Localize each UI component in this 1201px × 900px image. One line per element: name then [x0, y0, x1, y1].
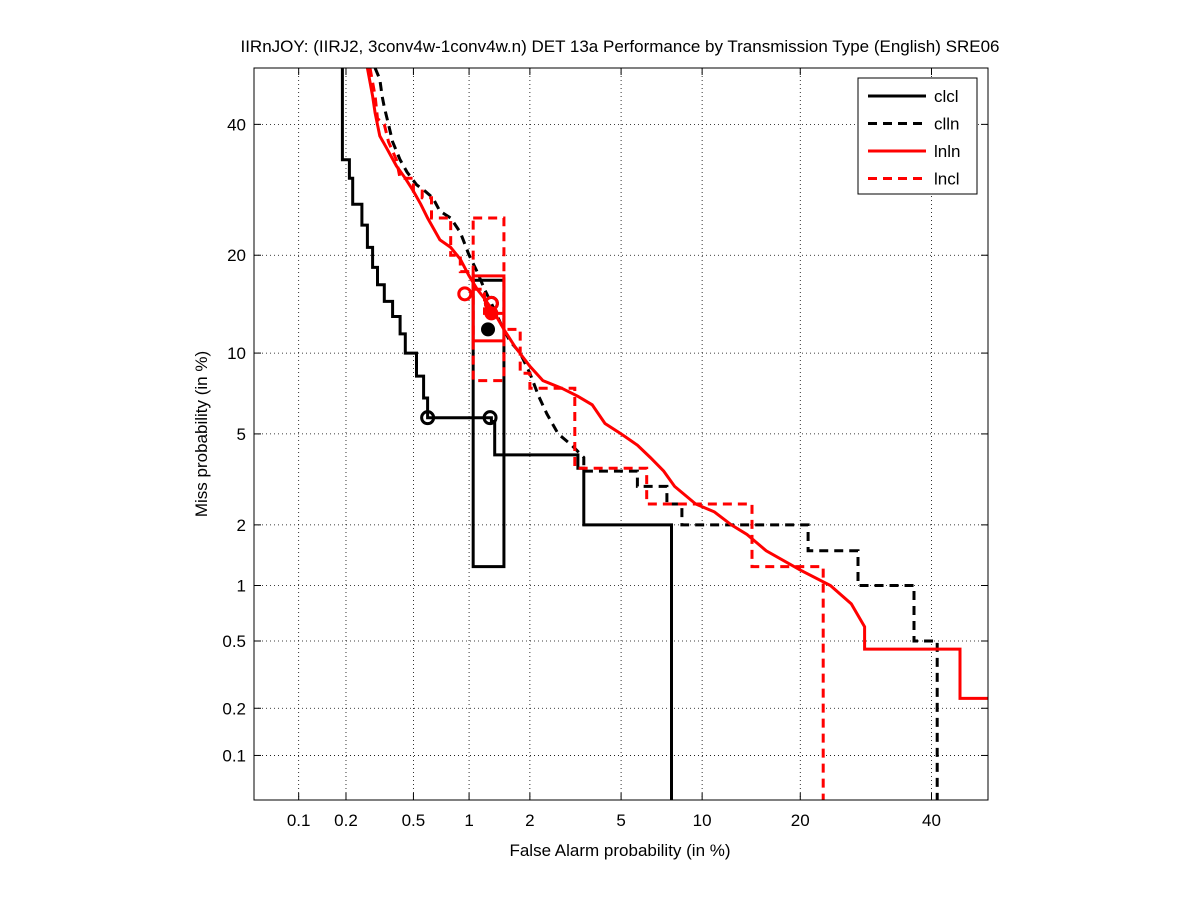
y-axis-label: Miss probability (in %) [192, 351, 211, 517]
eer-marker-clcl [481, 322, 496, 337]
min-dcf-marker-lncl [483, 295, 499, 311]
legend-label-clcl: clcl [934, 87, 959, 106]
x-tick-label: 0.2 [334, 811, 358, 830]
x-tick-label: 0.5 [402, 811, 426, 830]
x-tick-label: 1 [464, 811, 473, 830]
x-tick-label: 20 [791, 811, 810, 830]
x-tick-label: 2 [525, 811, 534, 830]
y-tick-label: 10 [227, 344, 246, 363]
x-tick-label: 0.1 [287, 811, 311, 830]
x-tick-label: 5 [616, 811, 625, 830]
series-group [340, 68, 988, 800]
y-tick-label: 5 [237, 425, 246, 444]
y-ticks: 0.1 0.2 0.5 1 2 5 10 20 40 [222, 115, 988, 765]
legend-label-lncl: lncl [934, 170, 960, 189]
series-line-lncl [368, 68, 825, 800]
y-tick-label: 40 [227, 115, 246, 134]
actual-dcf-marker-clcl [482, 410, 498, 426]
actual-dcf-marker-lnln [457, 286, 473, 302]
series-line-clcl [340, 68, 673, 800]
confidence-box-clcl [471, 278, 506, 569]
series-line-clln [373, 68, 939, 800]
confidence-box-lncl [471, 216, 506, 383]
legend-label-clln: clln [934, 115, 960, 134]
y-tick-label: 0.5 [222, 632, 246, 651]
x-axis-label: False Alarm probability (in %) [509, 841, 730, 860]
chart-title: IIRnJOY: (IIRJ2, 3conv4w-1conv4w.n) DET … [240, 37, 999, 56]
y-tick-label: 20 [227, 246, 246, 265]
legend: clcl clln lnln lncl [857, 77, 978, 195]
min-dcf-marker-clcl [420, 410, 436, 426]
y-tick-label: 2 [237, 516, 246, 535]
y-tick-label: 1 [237, 577, 246, 596]
x-tick-label: 40 [922, 811, 941, 830]
y-tick-label: 0.2 [222, 699, 246, 718]
y-tick-label: 0.1 [222, 746, 246, 765]
series-layer [340, 68, 988, 800]
x-ticks: 0.1 0.2 0.5 1 2 5 10 20 40 [287, 68, 941, 830]
legend-label-lnln: lnln [934, 142, 960, 161]
x-tick-label: 10 [693, 811, 712, 830]
